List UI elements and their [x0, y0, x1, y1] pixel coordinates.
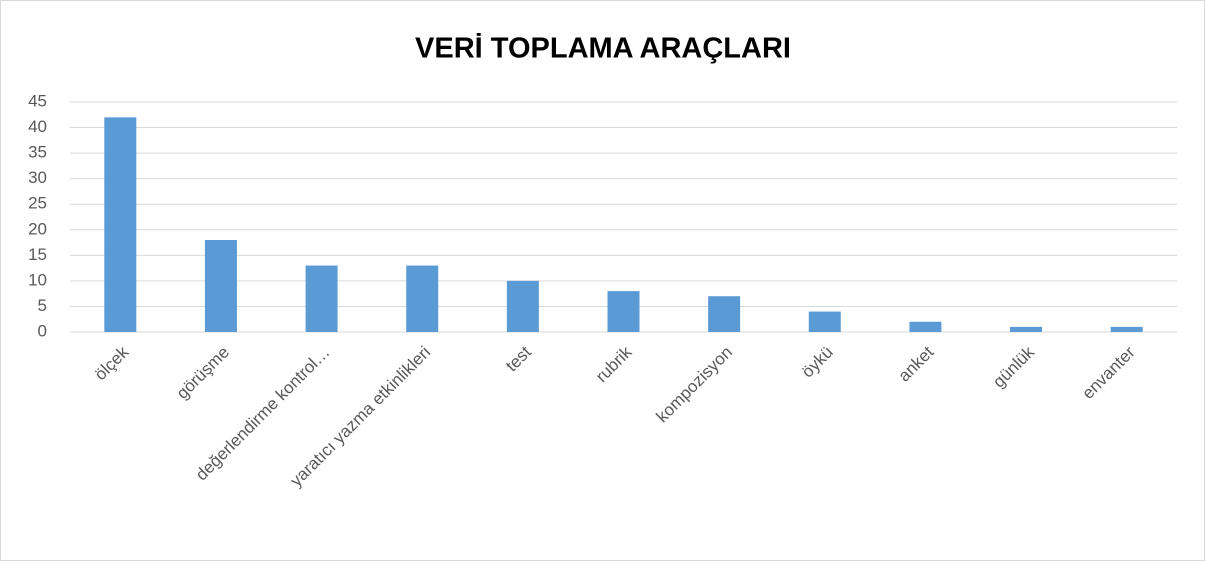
y-tick-label: 10: [28, 270, 47, 289]
y-tick-label: 40: [28, 117, 47, 136]
bar: [104, 117, 137, 332]
bar: [607, 291, 640, 332]
bar: [909, 321, 942, 332]
bar: [808, 311, 841, 332]
y-tick-label: 45: [28, 91, 47, 110]
bar: [1110, 326, 1143, 332]
y-tick-label: 5: [38, 296, 47, 315]
y-tick-label: 25: [28, 194, 47, 213]
bar: [506, 280, 539, 332]
y-tick-label: 35: [28, 143, 47, 162]
chart-title: VERİ TOPLAMA ARAÇLARI: [415, 33, 791, 65]
y-tick-label: 0: [38, 321, 47, 340]
y-tick-label: 20: [28, 219, 47, 238]
bar: [1010, 326, 1043, 332]
bar: [305, 265, 338, 332]
y-tick-label: 15: [28, 245, 47, 264]
bar: [204, 240, 237, 332]
y-tick-label: 30: [28, 168, 47, 187]
bar: [406, 265, 439, 332]
bar: [708, 296, 741, 332]
